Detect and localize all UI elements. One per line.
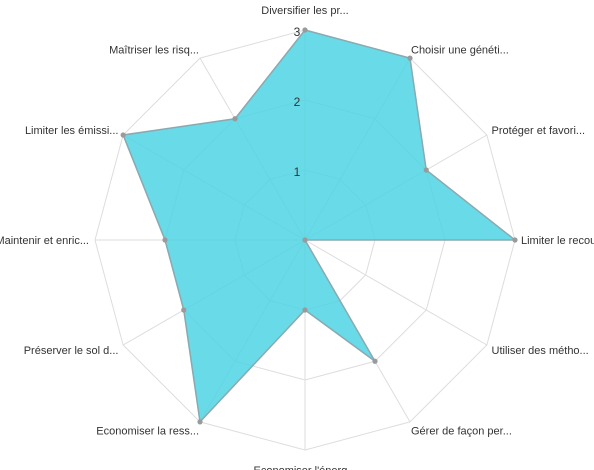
axis-label-9: Maintenir et enric...	[0, 235, 89, 247]
series-area-0	[122, 29, 518, 424]
axis-label-2: Protéger et favori...	[492, 125, 586, 137]
data-point-5	[372, 358, 378, 364]
data-point-9	[162, 237, 168, 243]
data-point-1	[407, 55, 413, 61]
data-point-3	[512, 237, 518, 243]
axis-label-8: Préserver le sol d...	[24, 345, 119, 357]
axis-labels: Diversifier les pr... Choisir une généti.…	[0, 5, 594, 470]
series-layer	[120, 27, 518, 425]
data-point-7	[197, 419, 203, 425]
data-point-6	[302, 307, 308, 313]
axis-label-5: Gérer de façon per...	[411, 426, 512, 438]
axis-label-0: Diversifier les pr...	[261, 5, 348, 17]
axis-label-11: Maîtriser les risq...	[109, 44, 199, 56]
grid-spoke-4	[304, 239, 488, 346]
axis-label-7: Economiser la ress...	[96, 426, 199, 438]
data-point-8	[181, 307, 187, 313]
axis-label-1: Choisir une généti...	[411, 44, 509, 56]
tick-label-2: 2	[294, 95, 301, 109]
axis-label-10: Limiter les émissi...	[25, 125, 119, 137]
data-point-11	[232, 116, 238, 122]
tick-label-3: 3	[294, 25, 301, 39]
tick-label-1: 1	[294, 165, 301, 179]
data-point-4	[302, 237, 308, 243]
data-point-2	[423, 167, 429, 173]
axis-label-6: Economiser l'énerg...	[254, 465, 357, 470]
axis-label-3: Limiter le recours...	[521, 235, 594, 247]
radial-tick-labels: 1 2 3	[294, 25, 301, 179]
data-point-10	[120, 132, 126, 138]
data-point-0	[302, 27, 308, 33]
axis-label-4: Utiliser des métho...	[492, 345, 589, 357]
